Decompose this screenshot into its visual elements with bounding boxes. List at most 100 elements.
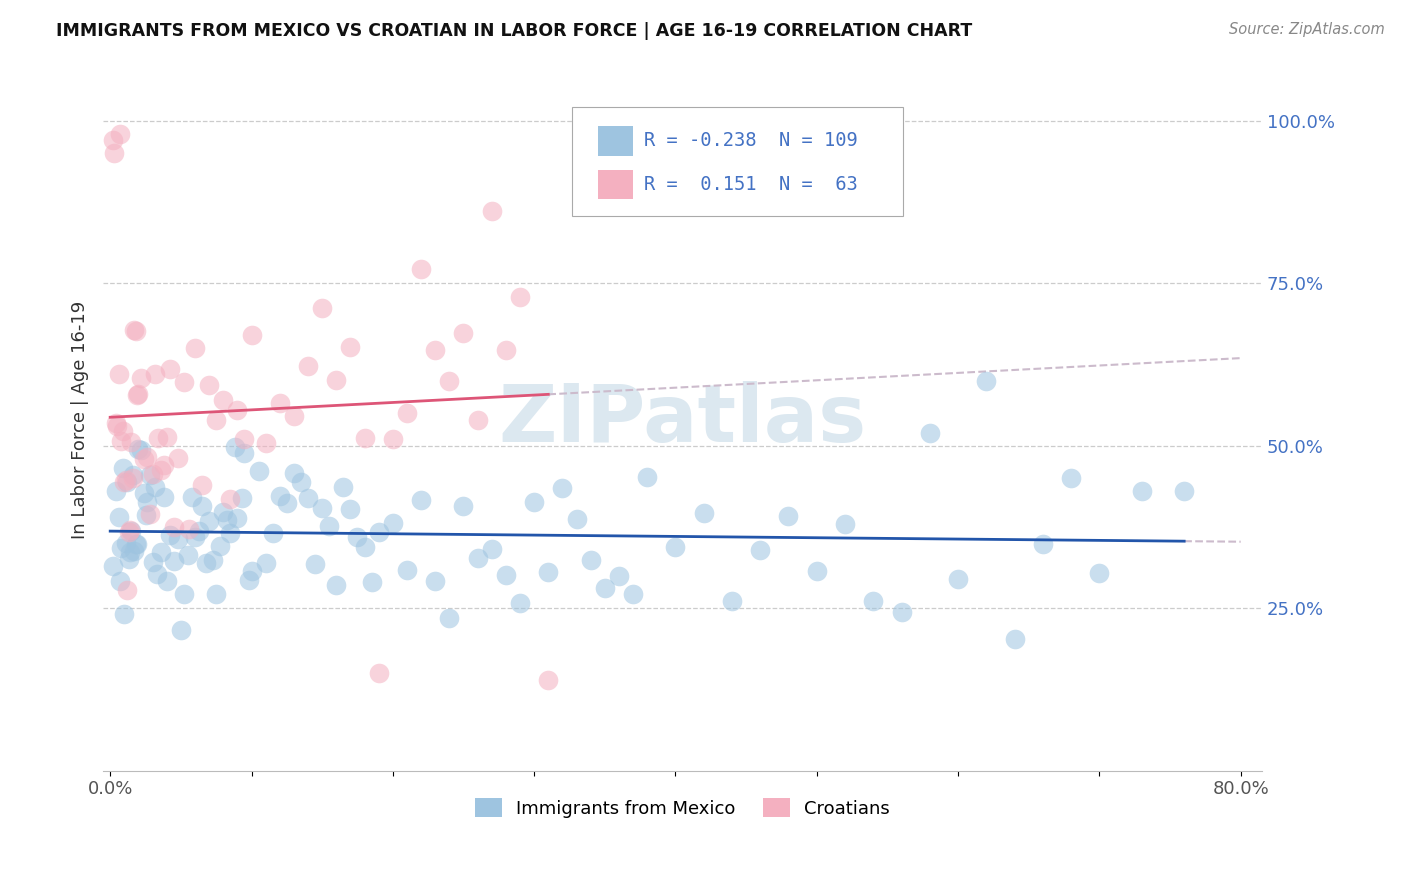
Point — [240, 564, 263, 578]
Point — [297, 491, 319, 505]
Point — [115, 582, 138, 597]
Point — [146, 566, 169, 581]
Point — [167, 532, 190, 546]
Point — [233, 446, 256, 460]
Point — [122, 323, 145, 337]
Point — [481, 204, 503, 219]
Point — [579, 553, 602, 567]
Point — [607, 569, 630, 583]
Point — [179, 522, 201, 536]
Point — [353, 431, 375, 445]
Point — [254, 435, 277, 450]
Point — [125, 388, 148, 402]
Legend: Immigrants from Mexico, Croatians: Immigrants from Mexico, Croatians — [468, 791, 897, 825]
Point — [409, 261, 432, 276]
Point — [114, 473, 136, 487]
Point — [198, 514, 221, 528]
FancyBboxPatch shape — [598, 169, 633, 199]
Point — [217, 513, 239, 527]
Point — [1173, 484, 1195, 499]
Point — [142, 555, 165, 569]
Point — [226, 511, 249, 525]
Point — [467, 551, 489, 566]
Point — [112, 607, 135, 622]
Point — [104, 484, 127, 499]
Point — [276, 496, 298, 510]
Point — [163, 519, 186, 533]
Point — [129, 371, 152, 385]
Point — [664, 540, 686, 554]
Point — [269, 396, 291, 410]
Point — [136, 495, 159, 509]
Point — [946, 573, 969, 587]
Point — [890, 605, 912, 619]
Point — [202, 553, 225, 567]
Point — [495, 568, 517, 582]
Point — [1060, 471, 1083, 485]
Point — [297, 359, 319, 374]
Point — [834, 516, 856, 531]
Point — [332, 480, 354, 494]
Point — [142, 467, 165, 482]
Point — [219, 525, 242, 540]
Point — [153, 458, 176, 472]
Point — [1088, 566, 1111, 581]
Point — [862, 594, 884, 608]
Point — [254, 556, 277, 570]
Text: Source: ZipAtlas.com: Source: ZipAtlas.com — [1229, 22, 1385, 37]
Point — [381, 516, 404, 530]
Point — [311, 501, 333, 516]
Point — [231, 491, 253, 505]
Point — [132, 452, 155, 467]
Point — [339, 502, 361, 516]
Point — [219, 492, 242, 507]
Point — [311, 301, 333, 316]
Point — [425, 574, 447, 588]
Point — [103, 146, 125, 161]
Point — [129, 443, 152, 458]
Point — [177, 549, 200, 563]
Point — [121, 471, 143, 485]
Point — [135, 508, 157, 522]
Point — [118, 523, 141, 537]
Point — [283, 466, 305, 480]
Text: IMMIGRANTS FROM MEXICO VS CROATIAN IN LABOR FORCE | AGE 16-19 CORRELATION CHART: IMMIGRANTS FROM MEXICO VS CROATIAN IN LA… — [56, 22, 973, 40]
Point — [353, 540, 375, 554]
Point — [117, 524, 139, 539]
Point — [247, 464, 270, 478]
Point — [125, 536, 148, 550]
Point — [114, 536, 136, 550]
Point — [150, 545, 173, 559]
Point — [395, 406, 418, 420]
Point — [523, 494, 546, 508]
Point — [224, 440, 246, 454]
Point — [124, 537, 146, 551]
Text: ZIPatlas: ZIPatlas — [498, 381, 866, 458]
Point — [115, 475, 138, 490]
Point — [111, 461, 134, 475]
FancyBboxPatch shape — [598, 126, 633, 155]
Point — [565, 512, 588, 526]
Point — [621, 587, 644, 601]
Point — [191, 478, 214, 492]
Point — [170, 624, 193, 638]
Point — [195, 556, 218, 570]
Point — [806, 565, 828, 579]
Point — [290, 475, 312, 490]
Point — [181, 491, 204, 505]
Point — [304, 557, 326, 571]
Point — [636, 470, 658, 484]
Text: R = -0.238  N = 109: R = -0.238 N = 109 — [644, 131, 858, 151]
Point — [188, 524, 211, 538]
Point — [108, 574, 131, 589]
Point — [107, 510, 129, 524]
Point — [233, 432, 256, 446]
Point — [509, 596, 531, 610]
Point — [121, 467, 143, 482]
Point — [117, 551, 139, 566]
Text: R =  0.151  N =  63: R = 0.151 N = 63 — [644, 175, 858, 194]
Point — [104, 416, 127, 430]
Point — [226, 403, 249, 417]
Point — [118, 545, 141, 559]
Point — [108, 127, 131, 141]
